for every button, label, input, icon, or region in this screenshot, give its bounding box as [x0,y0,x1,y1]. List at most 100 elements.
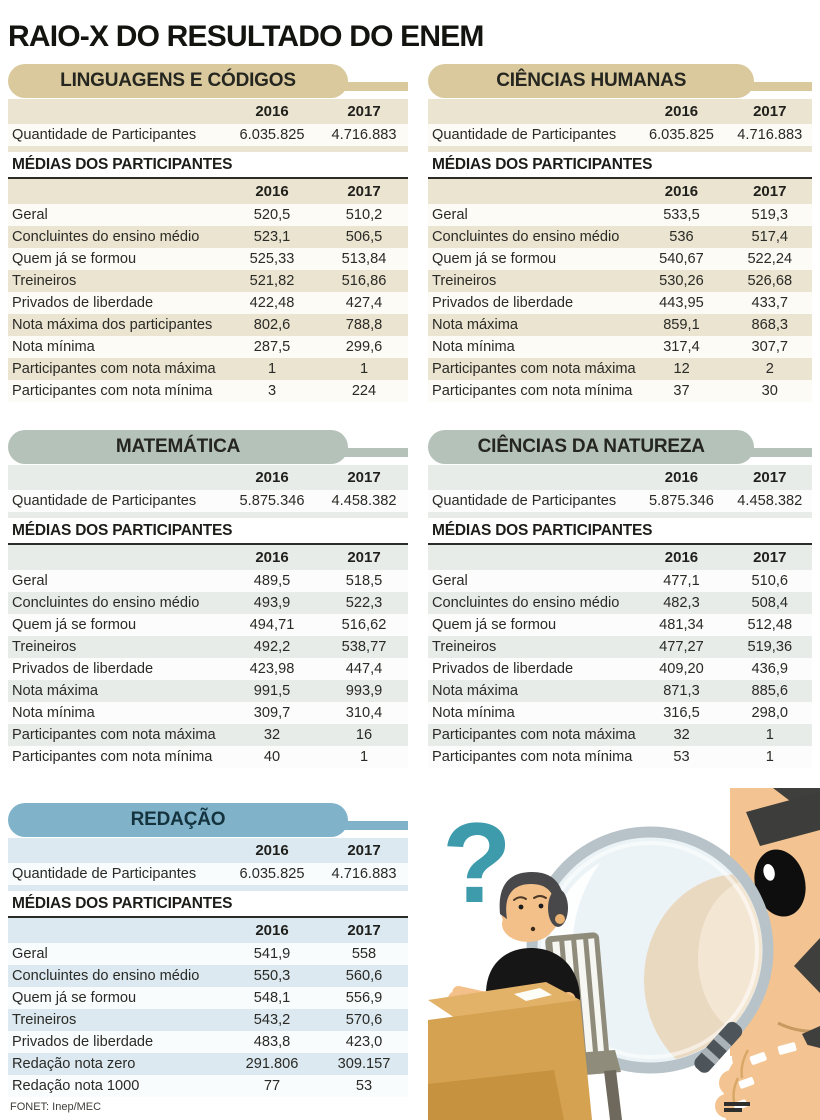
row-value-2016: 423,98 [249,661,295,677]
row-value-2016: 6.035.825 [239,127,305,143]
row-label: Participantes com nota máxima [432,727,636,743]
row-value-2017: 522,24 [747,251,793,267]
row-value-2017: 447,4 [345,661,383,677]
row-value-2017: 433,7 [751,295,789,311]
row-value-2016: 494,71 [249,617,295,633]
row-value-2017: 1 [359,361,369,377]
row-value-2017: 309.157 [337,1056,391,1072]
table-row: Geral 541,9 558 [8,943,408,965]
table-row: Nota máxima dos participantes 802,6 788,8 [8,314,408,336]
illustration: ? [428,788,820,1120]
row-label: Participantes com nota máxima [12,361,216,377]
table-row: Quem já se formou 481,34 512,48 [428,614,812,636]
row-value-2017: 1 [765,749,774,765]
row-label: Quantidade de Participantes [12,493,197,509]
year-header-row: 2016 2017 [428,99,812,124]
artist-signature [724,1102,750,1112]
panel-header: LINGUAGENS E CÓDIGOS [8,64,408,99]
row-value-2016: 550,3 [253,968,291,984]
year-2016-label: 2016 [664,469,699,486]
row-label: Concluintes do ensino médio [432,595,620,611]
row-label: Quem já se formou [12,617,137,633]
row-value-2016: 482,3 [663,595,700,611]
panel-header: CIÊNCIAS DA NATUREZA [428,430,812,465]
table-row: Participantes com nota mínima 40 1 [8,746,408,768]
table-row: Privados de liberdade 483,8 423,0 [8,1031,408,1053]
row-value-2016: 530,26 [659,273,704,289]
row-value-2016: 6.035.825 [239,866,305,882]
row-label: Quem já se formou [12,251,137,267]
row-label: Nota máxima [432,683,518,699]
year-2016-label: 2016 [664,183,699,200]
table-body: Geral 477,1 510,6 Concluintes do ensino méd… [428,570,812,768]
panel-title-pill: CIÊNCIAS DA NATUREZA [428,430,755,464]
year-2017-label: 2017 [347,922,381,939]
row-value-2016: 32 [263,727,281,743]
row-value-2016: 991,5 [253,683,291,699]
panel-header: REDAÇÃO [8,803,408,838]
row-value-2017: 307,7 [751,339,789,355]
row-value-2016: 536 [669,229,694,245]
row-label: Concluintes do ensino médio [12,595,200,611]
panel-header: MATEMÁTICA [8,430,408,465]
panel-linguagens-e-codigos: LINGUAGENS E CÓDIGOS 2016 2017 Quantidad… [8,64,408,402]
row-label: Participantes com nota máxima [432,361,636,377]
row-value-2017: 512,48 [747,617,793,633]
participants-row: Quantidade de Participantes 5.875.346 4.… [428,490,812,512]
panel-title: MATEMÁTICA [115,436,241,457]
row-label: Geral [432,207,468,223]
panel-title: REDAÇÃO [130,809,226,830]
row-value-2016: 483,8 [253,1034,291,1050]
row-value-2016: 477,27 [659,639,704,655]
panel-header: CIÊNCIAS HUMANAS [428,64,812,99]
row-label: Treineiros [12,1012,77,1028]
row-label: Treineiros [432,273,497,289]
row-label: Participantes com nota mínima [12,383,213,399]
row-value-2016: 317,4 [663,339,700,355]
row-value-2017: 517,4 [751,229,789,245]
panel-matematica: MATEMÁTICA 2016 2017 Quantidade de Parti… [8,430,408,768]
row-value-2016: 523,1 [253,229,291,245]
row-value-2017: 519,36 [747,639,793,655]
table-row: Treineiros 530,26 526,68 [428,270,812,292]
table-row: Redação nota 1000 77 53 [8,1075,408,1097]
table-body: Geral 541,9 558 Concluintes do ensino médio… [8,943,408,1097]
panel-title: CIÊNCIAS HUMANAS [496,70,687,91]
year-2016-label: 2016 [255,842,289,859]
year-2017-label: 2017 [753,103,787,120]
table-row: Concluintes do ensino médio 482,3 508,4 [428,592,812,614]
row-value-2016: 309,7 [253,705,291,721]
row-label: Quantidade de Participantes [12,866,197,882]
table-row: Concluintes do ensino médio 493,9 522,3 [8,592,408,614]
row-label: Geral [12,207,48,223]
row-value-2017: 436,9 [751,661,789,677]
year-2017-label: 2017 [347,103,381,120]
year-header-row: 2016 2017 [428,179,812,204]
table-body: Geral 489,5 518,5 Concluintes do ensino méd… [8,570,408,768]
row-label: Redação nota 1000 [12,1078,140,1094]
table-row: Privados de liberdade 409,20 436,9 [428,658,812,680]
row-value-2016: 12 [673,361,690,377]
row-value-2017: 2 [765,361,774,377]
year-2017-label: 2017 [347,469,381,486]
row-value-2017: 538,77 [341,639,387,655]
table-row: Privados de liberdade 422,48 427,4 [8,292,408,314]
row-value-2016: 520,5 [253,207,291,223]
year-2016-label: 2016 [255,549,289,566]
row-value-2016: 316,5 [663,705,700,721]
row-label: Participantes com nota mínima [12,749,213,765]
panel-title-pill: CIÊNCIAS HUMANAS [428,64,755,98]
row-value-2017: 510,6 [751,573,789,589]
row-value-2017: 516,62 [341,617,387,633]
row-value-2016: 521,82 [249,273,295,289]
row-label: Concluintes do ensino médio [12,968,200,984]
table-row: Participantes com nota mínima 3 224 [8,380,408,402]
year-2017-label: 2017 [347,549,381,566]
row-value-2017: 993,9 [345,683,383,699]
row-label: Concluintes do ensino médio [12,229,200,245]
row-value-2017: 526,68 [747,273,793,289]
table-row: Privados de liberdade 423,98 447,4 [8,658,408,680]
row-value-2017: 885,6 [751,683,789,699]
row-value-2016: 291.806 [245,1056,299,1072]
table-row: Treineiros 477,27 519,36 [428,636,812,658]
